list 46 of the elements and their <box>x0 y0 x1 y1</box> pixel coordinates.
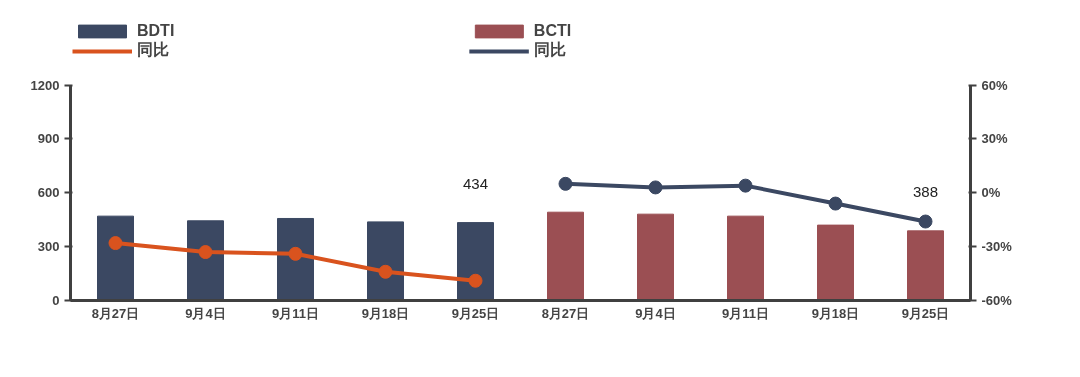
data-label: 434 <box>462 174 489 192</box>
legend-label: 同比 <box>137 40 169 60</box>
x-tick-label: 9月18日 <box>811 305 860 321</box>
y-tick-label: 600 <box>37 185 60 201</box>
bar <box>727 215 764 301</box>
x-tick-label: 8月27日 <box>541 305 590 321</box>
y2-tick-label: 60% <box>981 77 1008 93</box>
bar <box>907 230 944 301</box>
bar <box>97 215 134 301</box>
legend-label: BDTI <box>137 22 175 40</box>
point <box>648 180 663 195</box>
x-tick-label: 9月11日 <box>272 305 319 321</box>
point <box>198 245 213 260</box>
bar <box>367 221 404 301</box>
x-tick-label: 9月25日 <box>451 305 500 321</box>
point <box>468 273 483 288</box>
point <box>828 196 843 211</box>
point <box>288 246 303 261</box>
x-tick-label: 9月11日 <box>722 305 769 321</box>
bar <box>277 217 314 301</box>
data-label: 388 <box>912 182 939 200</box>
bar <box>457 222 494 301</box>
bar <box>547 211 584 301</box>
x-tick-label: 9月18日 <box>361 305 410 321</box>
y2-tick-label: 0% <box>981 185 1001 201</box>
y-tick-label: 300 <box>37 239 60 255</box>
y-tick-label: 0 <box>52 293 60 308</box>
y2-tick-label: -30% <box>981 239 1013 255</box>
x-tick-label: 9月4日 <box>185 305 226 321</box>
bar <box>637 213 674 301</box>
legend-label: 同比 <box>533 40 566 60</box>
x-tick-label: 9月25日 <box>901 305 950 321</box>
x-tick-label: 9月4日 <box>635 305 676 321</box>
legend-label: BCTI <box>533 22 572 40</box>
bar <box>187 220 224 301</box>
y-tick-label: 900 <box>37 131 60 147</box>
x-tick-label: 8月27日 <box>91 305 140 321</box>
bar <box>817 224 854 301</box>
y2-tick-label: -60% <box>981 293 1013 308</box>
point <box>378 264 393 279</box>
point <box>108 236 123 251</box>
point <box>918 214 933 229</box>
point <box>738 178 753 193</box>
y-tick-label: 1200 <box>30 77 60 93</box>
y2-tick-label: 30% <box>981 131 1008 147</box>
point <box>558 176 573 191</box>
